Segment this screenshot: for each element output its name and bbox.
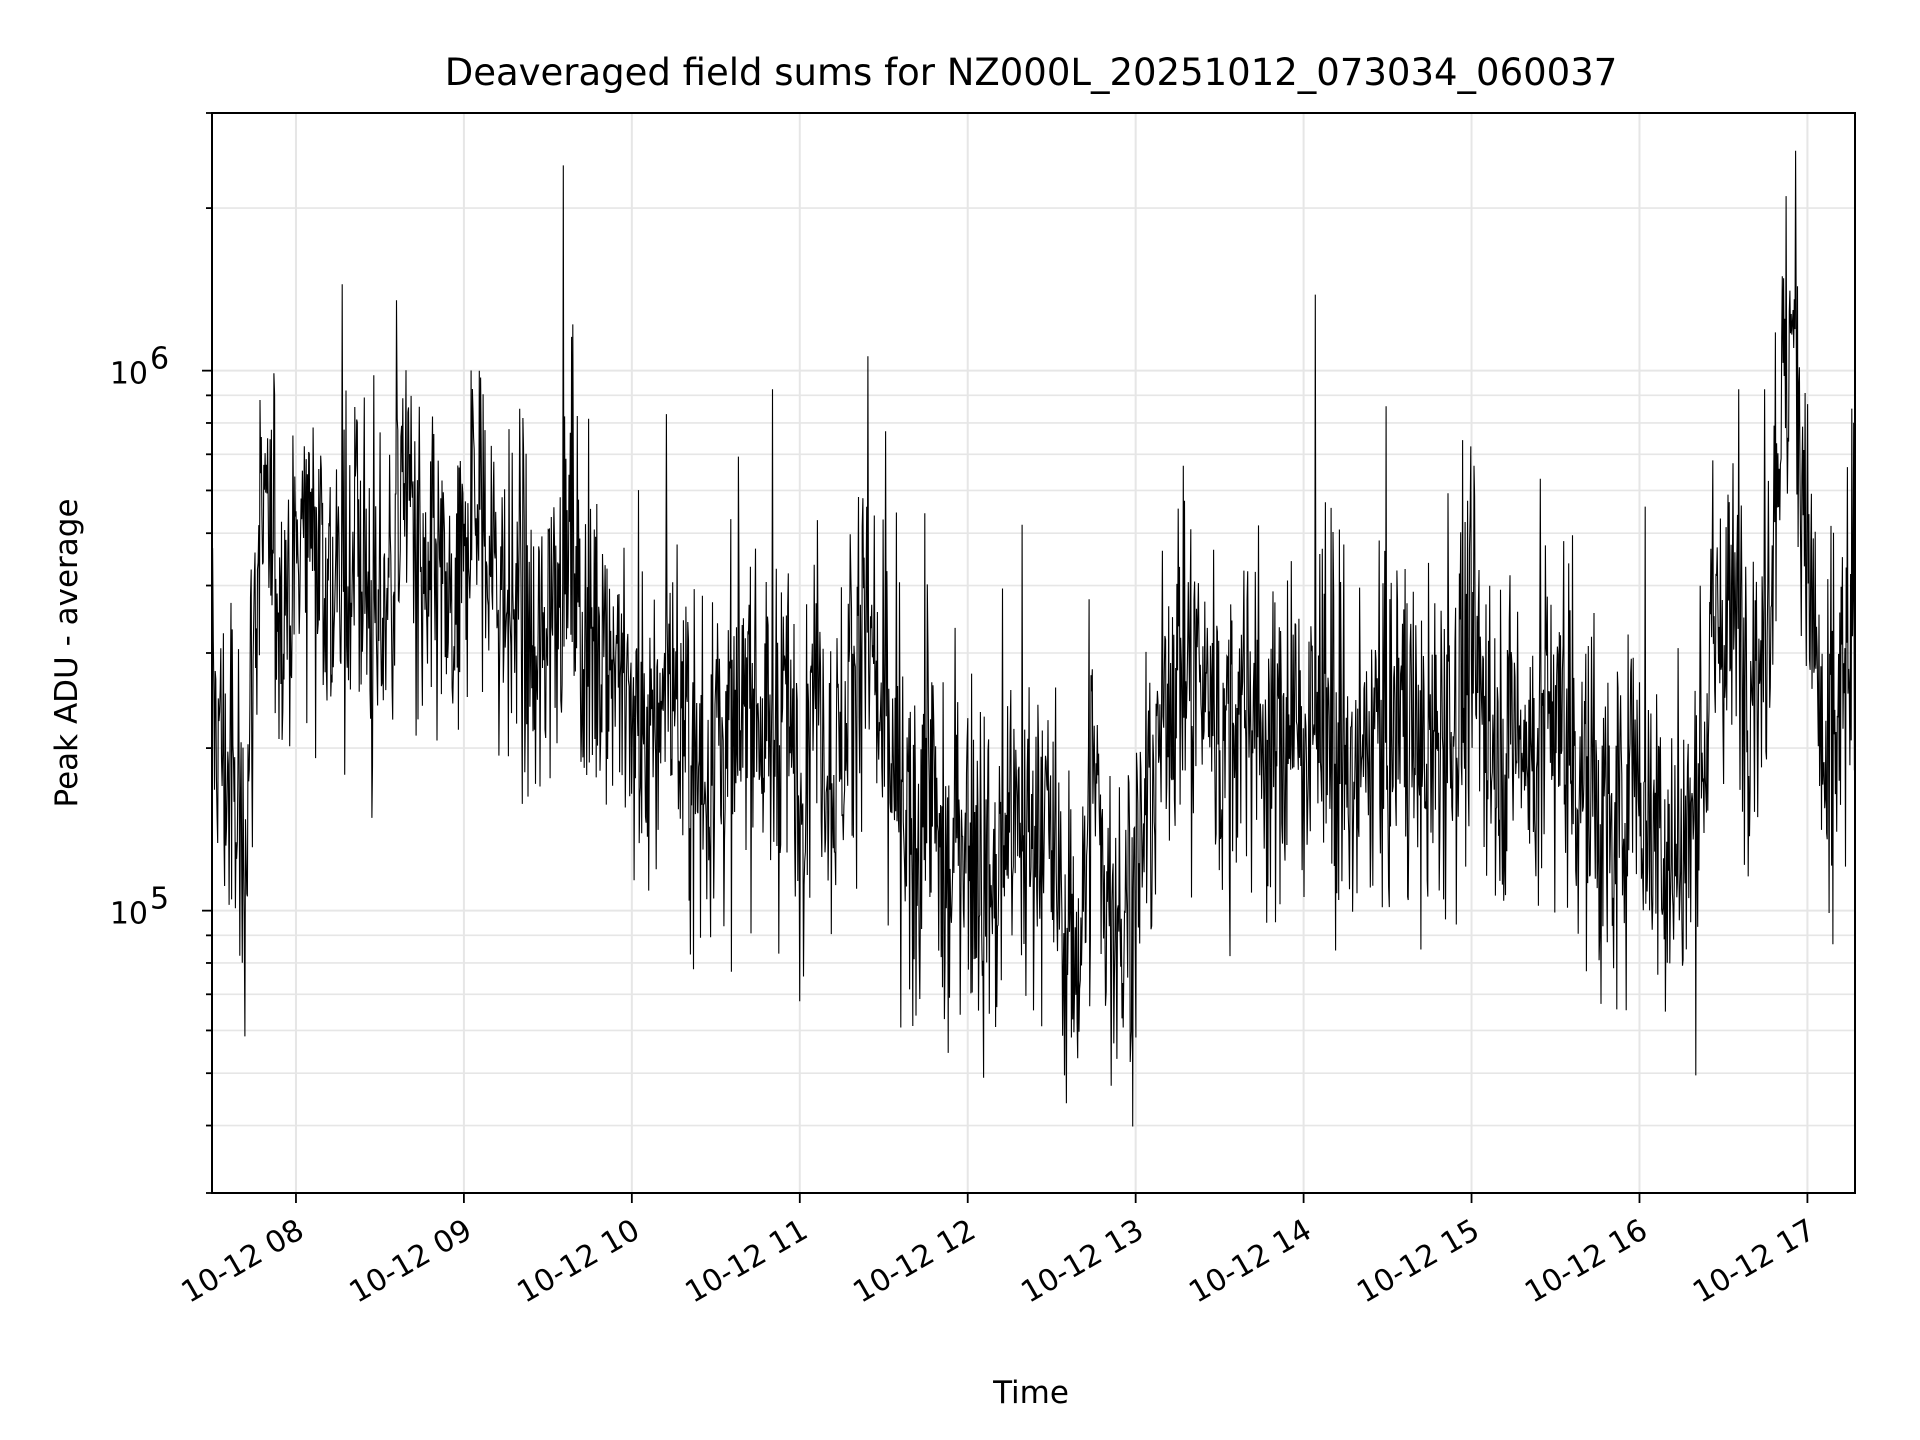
y-tick-label-exponent: 5 [150, 882, 169, 917]
grid [212, 112, 1855, 1194]
y-tick-label: 10 [110, 897, 148, 932]
data-series-line [211, 150, 1856, 1127]
y-tick-label: 10 [110, 357, 148, 392]
y-axis-label: Peak ADU - average [49, 498, 85, 807]
plot-frame [211, 112, 1856, 1194]
chart-title: Deaveraged field sums for NZ000L_2025101… [445, 51, 1618, 94]
y-tick-label-exponent: 6 [150, 342, 169, 377]
x-axis-label: Time [992, 1375, 1069, 1411]
data-line-path [211, 150, 1856, 1127]
